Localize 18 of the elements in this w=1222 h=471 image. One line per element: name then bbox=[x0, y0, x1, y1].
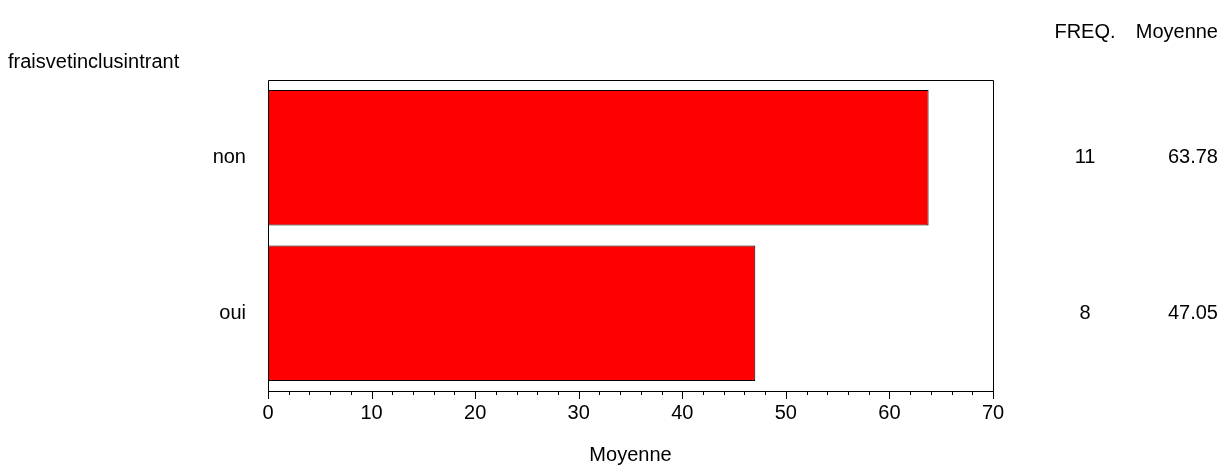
x-tick-label: 30 bbox=[567, 400, 590, 423]
x-tick-label: 20 bbox=[464, 400, 487, 423]
y-tick-label: non bbox=[212, 145, 246, 168]
x-tick-label: 40 bbox=[671, 400, 694, 423]
data-label: 47.05 bbox=[1167, 300, 1218, 323]
text: FREQ. bbox=[1054, 19, 1116, 42]
text: 8 bbox=[1079, 300, 1091, 323]
x-tick-label: 10 bbox=[360, 400, 383, 423]
x-tick-label: 60 bbox=[878, 400, 901, 423]
x-tick-label: 50 bbox=[774, 400, 797, 423]
x-tick-label: 0 bbox=[262, 400, 274, 423]
text: Moyenne bbox=[1135, 19, 1218, 42]
data-label: 63.78 bbox=[1167, 145, 1218, 168]
x-tick-label: 70 bbox=[981, 400, 1005, 423]
text: 11 bbox=[1074, 145, 1096, 168]
y-tick-label: oui bbox=[219, 300, 246, 323]
x-axis-title: Moyenne bbox=[589, 442, 672, 465]
y-axis-title: fraisvetinclusintrant bbox=[8, 49, 180, 72]
